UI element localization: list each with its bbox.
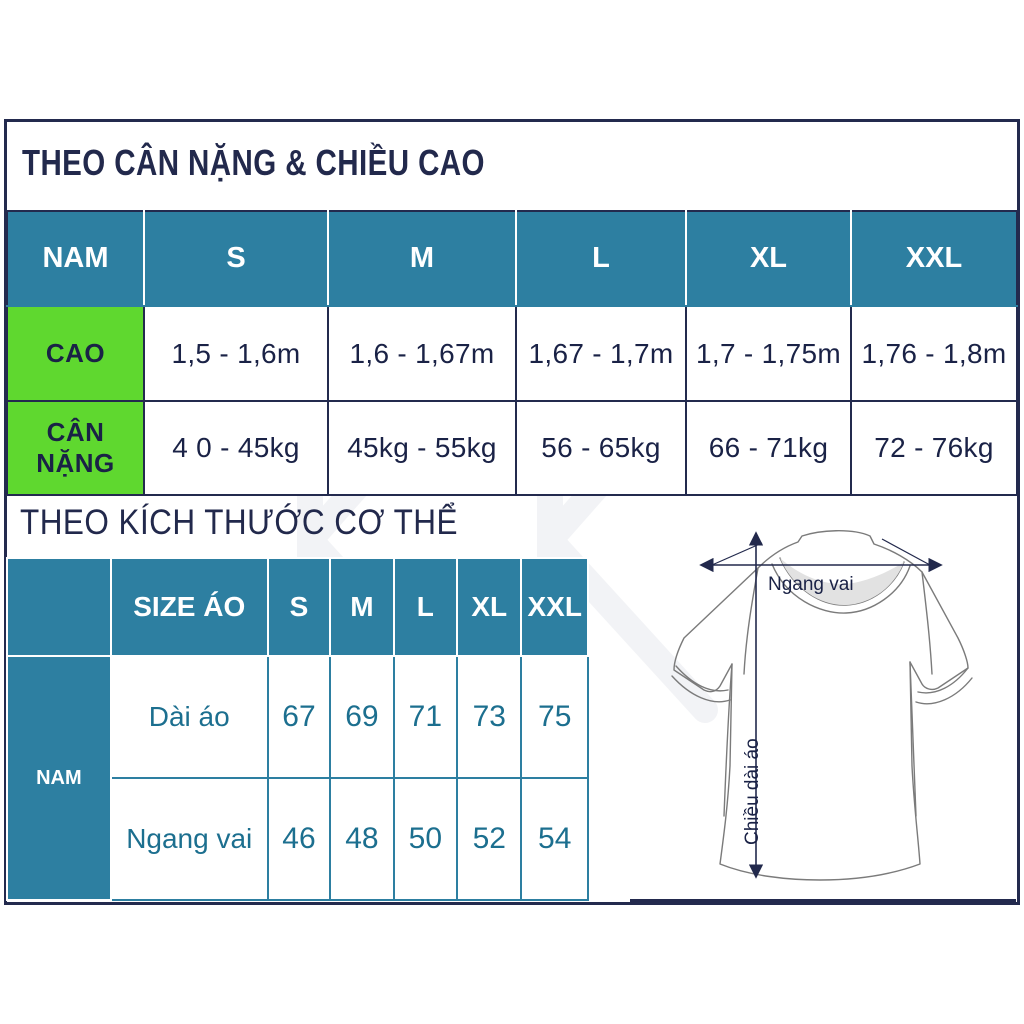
cell-weight-l: 56 - 65kg (515, 400, 687, 496)
cell-shoulder-l: 50 (392, 777, 459, 901)
table2-header-row: SIZE ÁO S M L XL XXL (6, 557, 589, 657)
header-cell-l: L (515, 210, 687, 307)
table-header-row: NAM S M L XL XXL (6, 210, 1018, 307)
header-cell-s: S (143, 210, 329, 307)
cell-height-l: 1,67 - 1,7m (515, 305, 687, 402)
table2-row-shoulder-width: Ngang vai 46 48 50 52 54 (7, 777, 589, 901)
cell-height-xxl: 1,76 - 1,8m (850, 305, 1018, 402)
dimension-label-shoulder-width: Ngang vai (768, 574, 854, 595)
header-cell-xl: XL (685, 210, 852, 307)
cell-shoulder-xxl: 54 (520, 777, 589, 901)
diagram-baseline-divider (630, 899, 1016, 902)
header-cell-corner (6, 557, 112, 657)
header-cell2-xl: XL (456, 557, 523, 657)
row-label-can-nang: CÂN NẶNG (6, 400, 145, 496)
cell-shoulder-xl: 52 (456, 777, 523, 901)
cell-height-m: 1,6 - 1,67m (327, 305, 517, 402)
cell-length-xxl: 75 (520, 655, 589, 779)
cell-length-xl: 73 (456, 655, 523, 779)
row-label-dai-ao: Dài áo (109, 655, 269, 779)
cell-shoulder-s: 46 (266, 777, 332, 901)
cell-weight-m: 45kg - 55kg (327, 400, 517, 496)
cell-shoulder-m: 48 (329, 777, 395, 901)
cell-height-xl: 1,7 - 1,75m (685, 305, 852, 402)
cell-weight-xl: 66 - 71kg (685, 400, 852, 496)
table-row-height: CAO 1,5 - 1,6m 1,6 - 1,67m 1,67 - 1,7m 1… (6, 305, 1018, 402)
row-label-cao: CAO (6, 305, 145, 402)
header-cell2-s: S (266, 557, 332, 657)
header-cell2-l: L (392, 557, 459, 657)
cell-length-l: 71 (392, 655, 459, 779)
section2-title: THEO KÍCH THƯỚC CƠ THỂ (20, 503, 458, 542)
cell-length-m: 69 (329, 655, 395, 779)
header-cell-nam: NAM (6, 210, 145, 307)
table2-row-shirt-length: NAM Dài áo 67 69 71 73 75 (6, 655, 589, 901)
header-cell-m: M (327, 210, 517, 307)
table-row-weight: CÂN NẶNG 4 0 - 45kg 45kg - 55kg 56 - 65k… (6, 400, 1018, 496)
cell-weight-xxl: 72 - 76kg (850, 400, 1018, 496)
tshirt-diagram-icon (671, 530, 973, 881)
section1-title: THEO CÂN NẶNG & CHIỀU CAO (22, 142, 485, 183)
header-cell2-xxl: XXL (520, 557, 589, 657)
body-measurement-table: SIZE ÁO S M L XL XXL NAM Dài áo 67 69 71… (6, 557, 589, 901)
header-cell-size-ao: SIZE ÁO (109, 557, 269, 657)
cell-length-s: 67 (266, 655, 332, 779)
group-label-nam: NAM (6, 655, 112, 901)
cell-height-s: 1,5 - 1,6m (143, 305, 329, 402)
dimension-label-shirt-length: Chiều dài áo (742, 738, 763, 845)
weight-height-table: NAM S M L XL XXL CAO 1,5 - 1,6m 1,6 - 1,… (6, 210, 1018, 496)
header-cell-xxl: XXL (850, 210, 1018, 307)
row-label-ngang-vai: Ngang vai (109, 777, 269, 901)
cell-weight-s: 4 0 - 45kg (143, 400, 329, 496)
header-cell2-m: M (329, 557, 395, 657)
